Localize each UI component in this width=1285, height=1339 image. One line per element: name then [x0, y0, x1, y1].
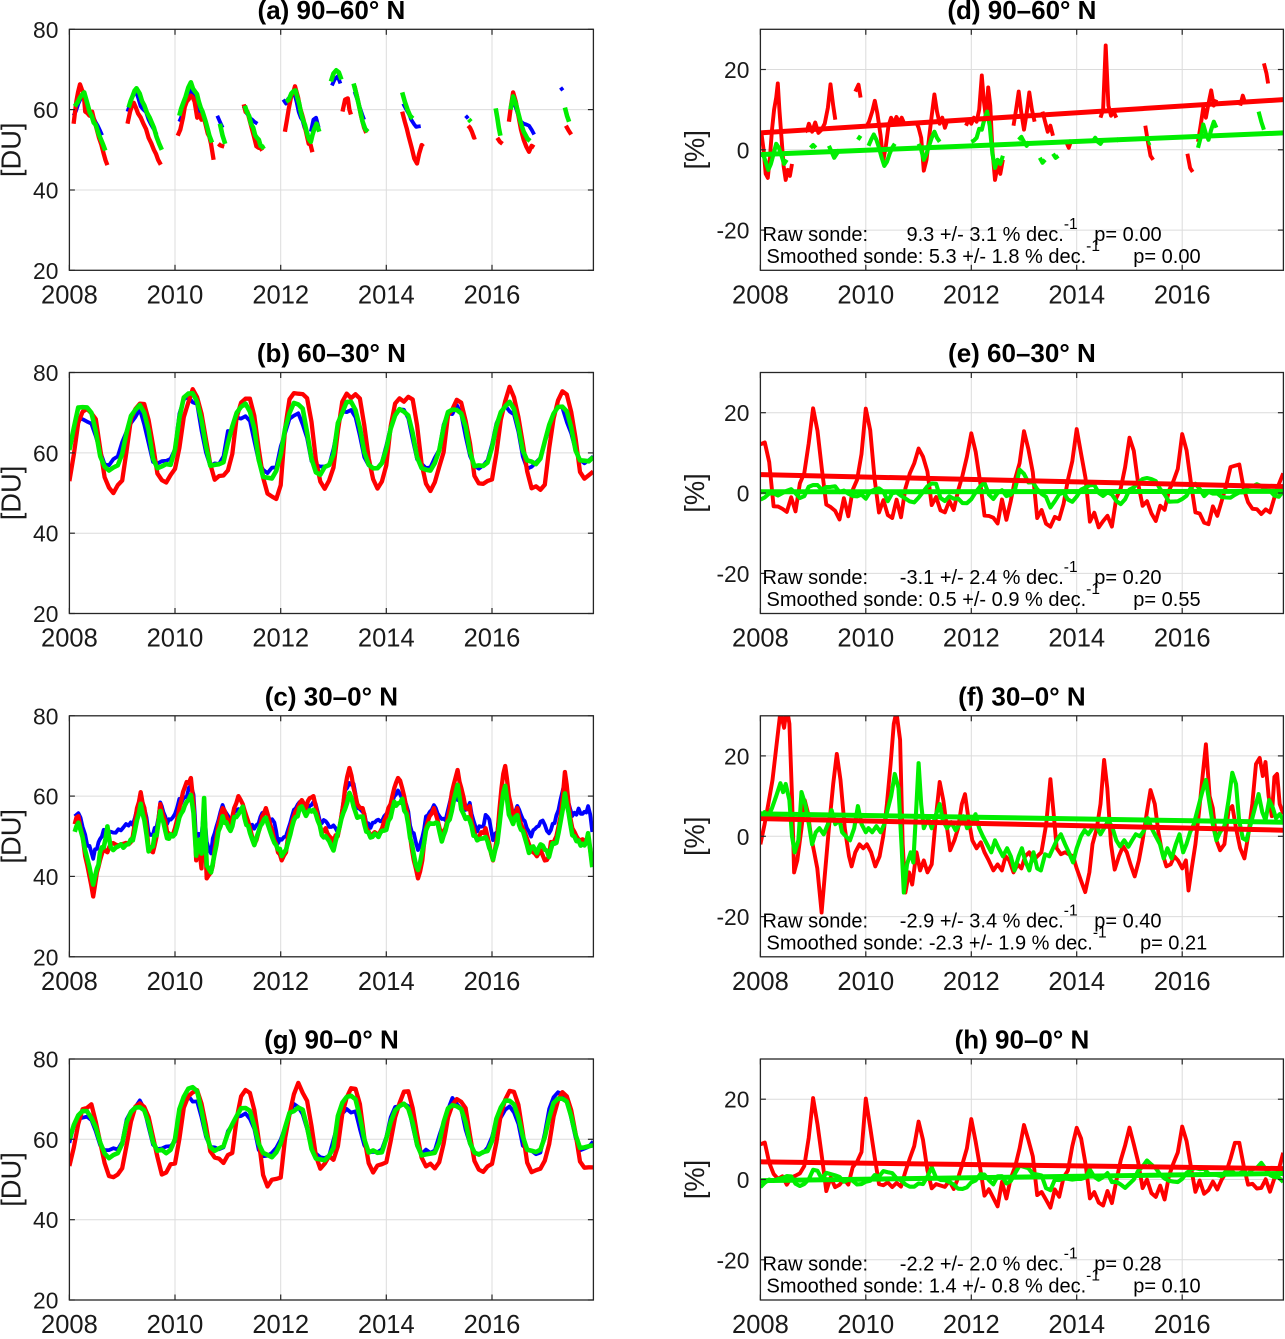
svg-text:2014: 2014 — [1048, 625, 1105, 653]
svg-text:20: 20 — [724, 400, 749, 426]
svg-text:2016: 2016 — [464, 1311, 521, 1334]
svg-text:2008: 2008 — [41, 281, 98, 309]
svg-text:2010: 2010 — [147, 1311, 204, 1334]
svg-text:80: 80 — [33, 1047, 58, 1073]
svg-text:2010: 2010 — [837, 625, 894, 653]
svg-text:2014: 2014 — [1048, 281, 1105, 309]
svg-text:Raw sonde:: Raw sonde: — [763, 567, 869, 589]
svg-text:2014: 2014 — [358, 1311, 415, 1334]
svg-text:(g) 90–0° N: (g) 90–0° N — [264, 1025, 399, 1055]
svg-text:(a) 90–60° N: (a) 90–60° N — [258, 0, 406, 25]
svg-text:20: 20 — [33, 1288, 58, 1314]
svg-text:0: 0 — [737, 824, 750, 850]
svg-text:20: 20 — [724, 1087, 749, 1113]
svg-text:2008: 2008 — [41, 1311, 98, 1334]
svg-text:-20: -20 — [716, 904, 749, 930]
svg-text:[DU]: [DU] — [0, 809, 27, 864]
svg-text:(e) 60–30° N: (e) 60–30° N — [948, 338, 1096, 368]
svg-text:60: 60 — [33, 440, 58, 466]
svg-text:2016: 2016 — [464, 625, 521, 653]
svg-text:2012: 2012 — [252, 281, 309, 309]
svg-text:60: 60 — [33, 1127, 58, 1153]
svg-text:0: 0 — [737, 1167, 750, 1193]
svg-text:-20: -20 — [716, 218, 749, 244]
svg-text:40: 40 — [33, 1207, 58, 1233]
svg-text:2010: 2010 — [147, 625, 204, 653]
svg-text:[%]: [%] — [679, 1160, 710, 1199]
svg-text:20: 20 — [33, 601, 58, 627]
svg-text:(h) 90–0° N: (h) 90–0° N — [955, 1025, 1090, 1055]
svg-text:2010: 2010 — [837, 281, 894, 309]
svg-text:[%]: [%] — [679, 473, 710, 512]
svg-text:0: 0 — [737, 137, 750, 163]
svg-text:[%]: [%] — [679, 817, 710, 856]
svg-text:2012: 2012 — [252, 1311, 309, 1334]
svg-text:2008: 2008 — [732, 968, 789, 996]
svg-text:2016: 2016 — [464, 968, 521, 996]
svg-text:2008: 2008 — [41, 968, 98, 996]
svg-text:(b) 60–30° N: (b) 60–30° N — [257, 338, 406, 368]
svg-text:Raw sonde:: Raw sonde: — [763, 910, 869, 932]
svg-text:80: 80 — [33, 360, 58, 386]
svg-text:2014: 2014 — [358, 968, 415, 996]
svg-text:Raw sonde:: Raw sonde: — [763, 1254, 869, 1276]
svg-text:-20: -20 — [716, 561, 749, 587]
svg-text:-20: -20 — [716, 1247, 749, 1273]
svg-text:40: 40 — [33, 864, 58, 890]
svg-text:2012: 2012 — [943, 281, 1000, 309]
svg-text:80: 80 — [33, 703, 58, 729]
svg-text:2014: 2014 — [1048, 968, 1105, 996]
svg-text:2016: 2016 — [464, 281, 521, 309]
svg-text:2014: 2014 — [1048, 1311, 1105, 1334]
svg-text:[DU]: [DU] — [0, 1152, 27, 1207]
svg-text:[DU]: [DU] — [0, 122, 27, 177]
svg-text:2008: 2008 — [732, 281, 789, 309]
svg-text:2016: 2016 — [1154, 625, 1211, 653]
svg-text:2010: 2010 — [147, 281, 204, 309]
svg-text:2012: 2012 — [943, 1311, 1000, 1334]
svg-text:2016: 2016 — [1154, 281, 1211, 309]
svg-text:2014: 2014 — [358, 281, 415, 309]
svg-text:60: 60 — [33, 97, 58, 123]
svg-text:[DU]: [DU] — [0, 466, 27, 521]
svg-text:2016: 2016 — [1154, 968, 1211, 996]
svg-text:2010: 2010 — [837, 968, 894, 996]
svg-text:2012: 2012 — [252, 625, 309, 653]
svg-text:20: 20 — [33, 944, 58, 970]
svg-text:2008: 2008 — [732, 625, 789, 653]
svg-text:20: 20 — [33, 258, 58, 284]
svg-text:2010: 2010 — [837, 1311, 894, 1334]
svg-text:2012: 2012 — [943, 968, 1000, 996]
svg-text:2010: 2010 — [147, 968, 204, 996]
svg-text:40: 40 — [33, 521, 58, 547]
svg-text:40: 40 — [33, 178, 58, 204]
svg-text:(c) 30–0° N: (c) 30–0° N — [265, 681, 398, 711]
svg-text:2012: 2012 — [943, 625, 1000, 653]
svg-text:Raw sonde:: Raw sonde: — [763, 224, 869, 246]
svg-text:2016: 2016 — [1154, 1311, 1211, 1334]
svg-text:60: 60 — [33, 784, 58, 810]
svg-text:2008: 2008 — [732, 1311, 789, 1334]
svg-text:2014: 2014 — [358, 625, 415, 653]
svg-text:[%]: [%] — [679, 130, 710, 169]
svg-text:0: 0 — [737, 481, 750, 507]
svg-text:2008: 2008 — [41, 625, 98, 653]
svg-text:2012: 2012 — [252, 968, 309, 996]
svg-text:80: 80 — [33, 17, 58, 43]
svg-text:20: 20 — [724, 743, 749, 769]
svg-text:(f) 30–0° N: (f) 30–0° N — [958, 681, 1085, 711]
svg-text:20: 20 — [724, 57, 749, 83]
svg-text:(d) 90–60° N: (d) 90–60° N — [947, 0, 1096, 25]
